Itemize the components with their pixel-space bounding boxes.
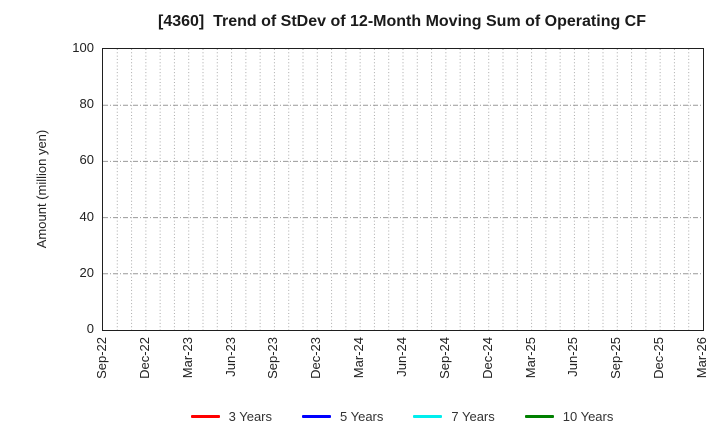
legend-item: 10 Years xyxy=(524,408,614,424)
legend-item: 5 Years xyxy=(302,409,383,424)
legend-line-swatch xyxy=(190,414,220,418)
x-tick-label: Mar-25 xyxy=(522,337,538,379)
x-tick-label: Dec-23 xyxy=(308,337,324,379)
y-tick-label: 0 xyxy=(86,321,94,336)
x-tick-label: Sep-22 xyxy=(94,337,109,379)
legend-item: 3 Years xyxy=(190,408,272,424)
y-tick-label: 20 xyxy=(79,264,94,280)
x-tick-label: Dec-22 xyxy=(136,337,152,379)
x-tick-label: Sep-25 xyxy=(608,337,624,379)
x-tick-label: Dec-25 xyxy=(651,337,667,379)
y-tick-label: 60 xyxy=(79,152,94,168)
legend-label: 3 Years xyxy=(228,408,272,424)
legend: 3 Years 5 Years 7 Years 10 Years xyxy=(102,406,702,426)
legend-label: 7 Years xyxy=(451,408,495,424)
legend-line-swatch xyxy=(413,414,443,418)
legend-label: 10 Years xyxy=(562,408,614,424)
chart-title: [4360] Trend of StDev of 12-Month Moving… xyxy=(157,13,647,30)
x-tick-label: Sep-24 xyxy=(436,337,452,379)
x-tick-label: Mar-24 xyxy=(351,337,367,379)
y-tick-label: 80 xyxy=(79,96,94,112)
x-tick-label: Mar-26 xyxy=(694,337,709,379)
legend-label: 5 Years xyxy=(340,408,384,424)
x-tick-label: Jun-23 xyxy=(222,337,238,377)
x-tick-label: Jun-25 xyxy=(565,337,581,377)
y-tick-label: 100 xyxy=(72,40,94,55)
legend-line-swatch xyxy=(524,414,554,418)
legend-line-swatch xyxy=(302,414,331,418)
x-tick-label: Jun-24 xyxy=(394,337,409,377)
x-tick-label: Dec-24 xyxy=(479,337,495,379)
gridlines xyxy=(103,49,703,330)
plot-area xyxy=(102,48,704,331)
y-axis-label: Amount (million yen) xyxy=(34,129,49,249)
x-tick-label: Sep-23 xyxy=(265,337,281,379)
legend-item: 7 Years xyxy=(413,408,495,424)
y-tick-label: 40 xyxy=(79,208,94,224)
x-tick-label: Mar-23 xyxy=(179,337,195,379)
